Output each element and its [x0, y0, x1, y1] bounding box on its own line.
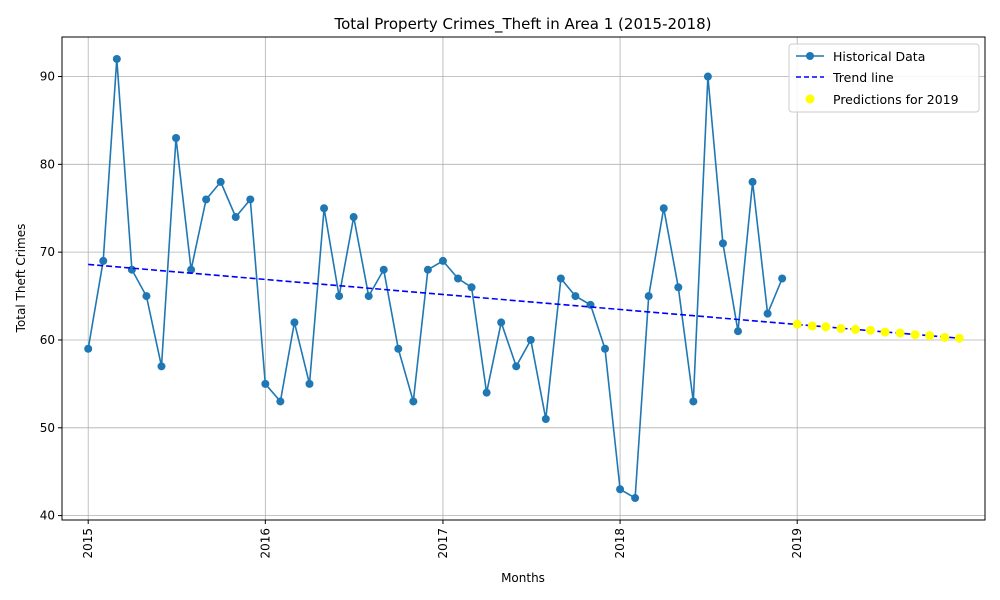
historical-data-point [616, 485, 625, 494]
historical-data-point [659, 204, 668, 213]
x-axis-ticks: 2015 2016 2017 2018 2019 [81, 520, 804, 559]
historical-data-point [778, 274, 787, 283]
historical-data-point [526, 335, 535, 344]
prediction-point [895, 328, 905, 338]
historical-data-point [453, 274, 462, 283]
x-tick-label: 2019 [790, 528, 804, 559]
historical-data-point [231, 213, 240, 222]
prediction-point [850, 324, 860, 334]
historical-data-point [246, 195, 255, 204]
historical-data-point [467, 283, 476, 292]
historical-data-point [84, 344, 93, 353]
prediction-point [910, 330, 920, 340]
historical-data-point [187, 265, 196, 274]
y-tick-label: 80 [40, 157, 55, 171]
y-tick-label: 60 [40, 333, 55, 347]
historical-data-point [320, 204, 329, 213]
historical-data-point [349, 213, 358, 222]
prediction-point [865, 325, 875, 335]
historical-data-point [364, 292, 373, 301]
y-tick-label: 70 [40, 245, 55, 259]
legend-prediction-marker [805, 94, 815, 104]
historical-data-point [601, 344, 610, 353]
historical-data-point [99, 256, 108, 265]
historical-data-point [512, 362, 521, 371]
prediction-point [925, 331, 935, 341]
historical-data-point [763, 309, 772, 318]
historical-data-point [157, 362, 166, 371]
y-tick-label: 50 [40, 421, 55, 435]
legend-trend-label: Trend line [832, 70, 894, 85]
trend-line [88, 263, 960, 340]
historical-data-point [497, 318, 506, 327]
prediction-point [880, 327, 890, 337]
historical-data-point [276, 397, 285, 406]
x-tick-label: 2015 [81, 528, 95, 559]
historical-data-point [644, 292, 653, 301]
x-tick-label: 2018 [613, 528, 627, 559]
historical-data-point [305, 379, 314, 388]
prediction-point [954, 333, 964, 343]
legend-prediction-label: Predictions for 2019 [833, 92, 959, 107]
historical-data-point [556, 274, 565, 283]
historical-data-point [142, 292, 151, 301]
plot-frame [61, 36, 986, 521]
prediction-point [807, 321, 817, 331]
historical-data-point [689, 397, 698, 406]
x-axis-label: Months [501, 571, 545, 585]
prediction-point [836, 324, 846, 334]
y-tick-label: 90 [40, 70, 55, 84]
x-tick-label: 2016 [258, 528, 272, 559]
historical-data-point [202, 195, 211, 204]
historical-data-point [379, 265, 388, 274]
historical-data-point [718, 239, 727, 248]
legend-historical-marker [806, 52, 814, 60]
y-axis-ticks: 40 50 60 70 80 90 [40, 70, 62, 523]
historical-data-point [482, 388, 491, 397]
historical-data-point [748, 177, 757, 186]
prediction-point [940, 332, 950, 342]
historical-data-point [733, 327, 742, 336]
historical-data-point [409, 397, 418, 406]
y-tick-label: 40 [40, 509, 55, 523]
historical-data-point [112, 54, 121, 63]
historical-data-point [631, 494, 640, 503]
legend-box [788, 43, 980, 113]
prediction-point [792, 319, 802, 329]
historical-data-point [423, 265, 432, 274]
historical-data-point [290, 318, 299, 327]
historical-data-point [172, 133, 181, 142]
prediction-point [821, 322, 831, 332]
historical-data-point [674, 283, 683, 292]
chart-title: Total Property Crimes_Theft in Area 1 (2… [333, 15, 711, 34]
historical-data-point [261, 379, 270, 388]
historical-data-point [571, 292, 580, 301]
historical-data-point [394, 344, 403, 353]
legend: Historical Data Trend line Predictions f… [788, 43, 980, 113]
historical-data-line [87, 58, 783, 500]
y-axis-label: Total Theft Crimes [14, 224, 28, 334]
series-layer [84, 54, 964, 503]
historical-data-point [335, 292, 344, 301]
historical-data-point [703, 72, 712, 81]
historical-data-point [438, 256, 447, 265]
historical-data-point [541, 415, 550, 424]
historical-data-point [216, 177, 225, 186]
x-tick-label: 2017 [436, 528, 450, 559]
legend-historical-label: Historical Data [833, 49, 925, 64]
grid [62, 37, 985, 520]
historical-data-point [127, 265, 136, 274]
